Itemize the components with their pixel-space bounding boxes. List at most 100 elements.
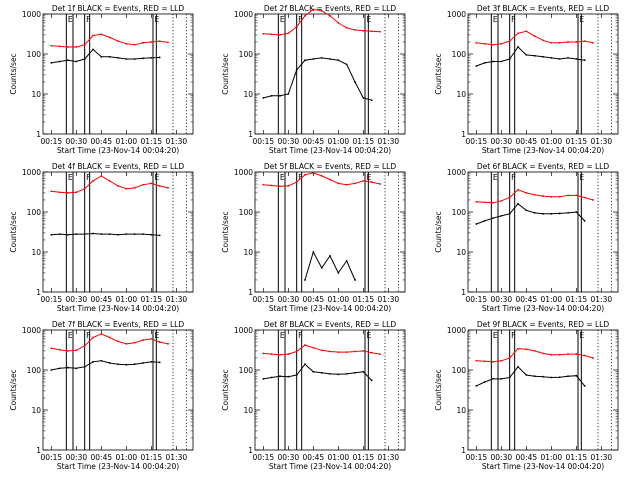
x-tick-label: 00:30 — [278, 137, 300, 146]
data-point-lld — [379, 353, 381, 355]
data-point-events — [475, 223, 478, 225]
data-point-lld — [370, 30, 373, 33]
y-tick-label: 1000 — [447, 326, 466, 335]
chart-title: Det 5f BLACK = Events, RED = LLD — [264, 162, 397, 171]
data-point-events — [270, 376, 273, 379]
event-marker-label: E — [68, 15, 73, 24]
chart-panel-1: Det 1f BLACK = Events, RED = LLD 1 10 100 10… — [9, 4, 194, 155]
data-point-events — [567, 56, 569, 59]
data-point-lld — [483, 360, 486, 363]
data-point-lld — [312, 346, 315, 349]
y-axis-label: Counts/sec — [221, 53, 230, 94]
data-point-lld — [50, 190, 53, 193]
event-marker-label: F — [86, 331, 90, 340]
event-marker-label: F — [298, 331, 302, 340]
data-point-events — [100, 233, 103, 236]
x-tick-label: 00:15 — [466, 453, 488, 462]
x-tick-label: 00:30 — [278, 295, 300, 304]
event-marker-label: F — [511, 15, 515, 24]
data-point-events — [517, 202, 519, 205]
data-point-events — [508, 376, 511, 379]
data-point-lld — [492, 43, 494, 46]
y-tick-label: 1000 — [22, 10, 41, 19]
data-point-lld — [525, 30, 528, 33]
data-point-events — [142, 57, 144, 60]
y-tick-label: 10 — [456, 248, 466, 257]
data-point-lld — [83, 187, 86, 190]
data-point-lld — [475, 200, 478, 203]
y-tick-label: 10 — [243, 406, 253, 415]
data-point-events — [370, 99, 373, 102]
x-tick-label: 01:00 — [328, 453, 350, 462]
data-point-events — [567, 211, 569, 214]
data-point-events — [262, 377, 265, 380]
data-point-events — [262, 96, 265, 99]
chart-panel-9: Det 9f BLACK = Events, RED = LLD 1 10 100 10… — [434, 320, 619, 471]
data-point-lld — [58, 191, 61, 194]
event-marker-label: F — [511, 331, 515, 340]
chart-title: Det 6f BLACK = Events, RED = LLD — [477, 162, 610, 171]
data-point-lld — [475, 41, 478, 44]
x-tick-label: 00:30 — [66, 453, 88, 462]
data-point-lld — [270, 353, 273, 355]
data-point-lld — [117, 40, 119, 43]
data-point-lld — [262, 352, 265, 355]
x-tick-label: 01:15 — [353, 453, 375, 462]
data-point-lld — [142, 183, 144, 186]
data-point-lld — [345, 26, 348, 29]
data-point-events — [142, 362, 144, 364]
data-point-events — [117, 363, 119, 366]
data-point-events — [542, 212, 544, 215]
data-point-lld — [379, 183, 381, 185]
data-point-lld — [362, 179, 365, 182]
data-point-events — [125, 58, 128, 60]
data-point-lld — [279, 34, 281, 36]
data-point-events — [329, 372, 331, 375]
x-tick-label: 00:30 — [66, 295, 88, 304]
data-point-events — [295, 374, 298, 376]
data-point-lld — [354, 182, 356, 185]
series-line-events — [263, 363, 373, 381]
data-point-events — [108, 233, 111, 236]
x-tick-label: 00:45 — [91, 295, 113, 304]
data-point-events — [83, 365, 86, 368]
x-tick-label: 01:00 — [328, 137, 350, 146]
data-point-events — [558, 58, 561, 60]
plot-frame — [254, 329, 406, 451]
data-point-lld — [508, 357, 511, 359]
data-point-lld — [270, 184, 273, 187]
plot-frame — [42, 13, 194, 135]
x-tick-label: 01:00 — [328, 295, 350, 304]
series-line-lld — [476, 30, 594, 46]
data-point-events — [50, 61, 53, 64]
data-point-events — [312, 58, 315, 60]
x-tick-label: 00:15 — [253, 137, 275, 146]
x-tick-label: 00:15 — [41, 453, 63, 462]
data-point-events — [67, 366, 69, 369]
data-point-events — [508, 58, 511, 60]
data-point-lld — [270, 33, 273, 36]
x-axis-label: Start Time (23-Nov-14 00:04:20) — [269, 462, 391, 471]
data-point-lld — [108, 36, 111, 39]
data-point-events — [312, 251, 315, 253]
data-point-events — [304, 59, 306, 62]
y-tick-label: 10 — [31, 90, 41, 99]
data-point-events — [100, 55, 103, 58]
data-point-lld — [337, 182, 340, 185]
x-tick-label: 01:00 — [541, 295, 563, 304]
data-point-events — [492, 217, 494, 220]
data-point-events — [362, 370, 365, 373]
x-tick-label: 01:00 — [541, 137, 563, 146]
data-point-lld — [167, 41, 169, 44]
data-point-events — [133, 363, 136, 366]
data-point-events — [50, 369, 53, 371]
x-axis-label: Start Time (23-Nov-14 00:04:20) — [482, 146, 604, 155]
data-point-lld — [592, 41, 594, 44]
chart-title: Det 7f BLACK = Events, RED = LLD — [52, 320, 185, 329]
x-tick-label: 00:45 — [91, 137, 113, 146]
data-point-events — [483, 61, 486, 64]
data-point-lld — [304, 14, 306, 17]
x-tick-label: 00:45 — [303, 295, 325, 304]
x-tick-label: 00:45 — [516, 295, 538, 304]
y-tick-label: 100 — [452, 366, 467, 375]
